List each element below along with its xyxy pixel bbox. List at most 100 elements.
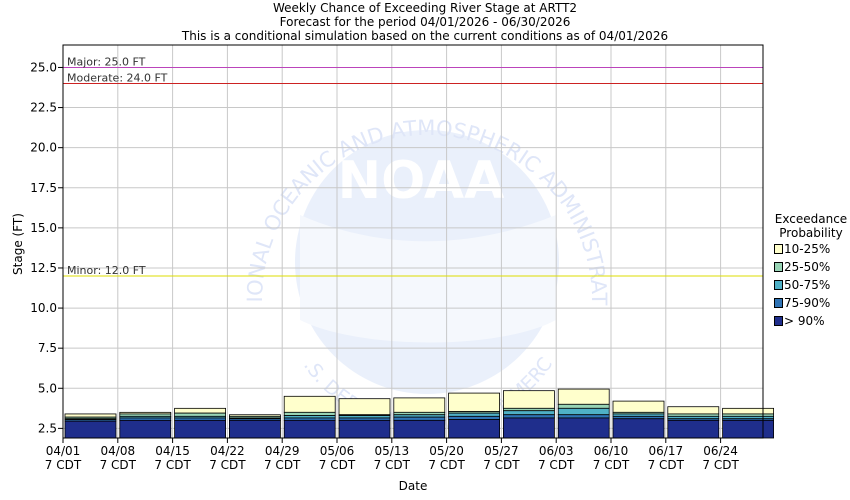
y-axis-label: Stage (FT) <box>11 213 25 275</box>
y-tick-label: 7.5 <box>38 341 57 355</box>
y-tick-label: 10.0 <box>30 301 57 315</box>
legend: Exceedance Probability 10-25% 25-50% 50-75… <box>772 212 850 330</box>
bar-segment <box>557 407 610 416</box>
x-axis-label: Date <box>399 479 428 493</box>
x-tick-label: 04/29 <box>265 444 300 458</box>
x-tick-sublabel: 7 CDT <box>264 458 301 472</box>
x-tick-label: 05/13 <box>375 444 410 458</box>
bar-segment <box>338 419 391 439</box>
y-tick-label: 5.0 <box>38 381 57 395</box>
x-tick-label: 05/27 <box>484 444 519 458</box>
bar-segment <box>448 392 501 412</box>
y-tick-label: 2.5 <box>38 421 57 435</box>
bar-segment <box>393 419 446 439</box>
legend-swatch <box>774 280 783 290</box>
bar-segment <box>393 397 446 413</box>
bar-segment <box>174 419 227 439</box>
x-tick-sublabel: 7 CDT <box>428 458 465 472</box>
legend-swatch <box>774 298 783 308</box>
bar-segment <box>119 419 172 439</box>
x-tick-label: 04/01 <box>46 444 81 458</box>
bar-segment <box>502 414 555 419</box>
y-tick-label: 25.0 <box>30 60 57 74</box>
legend-label: > 90% <box>784 314 825 328</box>
bar-segment <box>393 416 446 421</box>
x-tick-label: 06/24 <box>703 444 738 458</box>
chart-title-line-1: Weekly Chance of Exceeding River Stage a… <box>272 1 578 15</box>
x-tick-label: 04/08 <box>101 444 136 458</box>
legend-swatch <box>774 244 783 254</box>
bar-segment <box>722 407 774 415</box>
bar-segment <box>448 419 501 439</box>
bar-segment <box>174 412 227 417</box>
bar-segment <box>502 390 555 409</box>
legend-swatch <box>774 316 783 326</box>
legend-item: 75-90% <box>772 294 850 312</box>
legend-item: > 90% <box>772 312 850 330</box>
bar-segment <box>557 388 610 405</box>
bar-segment <box>722 419 774 439</box>
x-tick-sublabel: 7 CDT <box>154 458 191 472</box>
x-tick-sublabel: 7 CDT <box>209 458 246 472</box>
x-tick-sublabel: 7 CDT <box>45 458 82 472</box>
x-tick-sublabel: 7 CDT <box>702 458 739 472</box>
x-tick-sublabel: 7 CDT <box>319 458 356 472</box>
x-tick-label: 04/15 <box>155 444 190 458</box>
bar-segment <box>448 412 501 417</box>
legend-item: 50-75% <box>772 276 850 294</box>
bar-segment <box>557 414 610 419</box>
legend-swatch <box>774 262 783 272</box>
bar-segment <box>228 419 281 439</box>
x-tick-sublabel: 7 CDT <box>483 458 520 472</box>
x-tick-sublabel: 7 CDT <box>100 458 137 472</box>
bar-segment <box>557 417 610 439</box>
x-tick-sublabel: 7 CDT <box>593 458 630 472</box>
bar-segment <box>667 406 720 415</box>
threshold-label: Moderate: 24.0 FT <box>67 71 168 84</box>
bar-segment <box>557 403 610 409</box>
x-tick-label: 06/03 <box>539 444 574 458</box>
bar-segment <box>64 420 117 439</box>
legend-label: 50-75% <box>784 278 831 292</box>
y-tick-label: 22.5 <box>30 101 57 115</box>
x-tick-label: 05/06 <box>320 444 355 458</box>
noaa-logo-wave <box>300 215 556 343</box>
legend-title-line-1: Exceedance <box>774 212 848 226</box>
noaa-logo-letters: NOAA <box>338 151 505 211</box>
chart-title-line-2: Forecast for the period 04/01/2026 - 06/… <box>279 15 571 29</box>
legend-title-line-2: Probability <box>779 226 843 240</box>
x-tick-label: 06/10 <box>594 444 629 458</box>
bar-segment <box>283 411 336 416</box>
bar-segment <box>612 418 665 439</box>
x-tick-sublabel: 7 CDT <box>374 458 411 472</box>
y-tick-label: 17.5 <box>30 181 57 195</box>
legend-label: 10-25% <box>784 242 831 256</box>
bar-segment <box>64 413 117 418</box>
threshold-label: Minor: 12.0 FT <box>67 264 146 277</box>
bar-segment <box>612 400 665 413</box>
bar-segment <box>283 395 336 413</box>
legend-item: 10-25% <box>772 240 850 258</box>
x-tick-label: 06/17 <box>649 444 684 458</box>
bar-segment <box>502 410 555 416</box>
x-tick-sublabel: 7 CDT <box>648 458 685 472</box>
legend-label: 75-90% <box>784 296 831 310</box>
bar-segment <box>338 398 391 416</box>
chart-title-line-3: This is a conditional simulation based o… <box>181 29 669 43</box>
y-tick-label: 12.5 <box>30 261 57 275</box>
x-tick-label: 05/20 <box>429 444 464 458</box>
y-tick-label: 20.0 <box>30 141 57 155</box>
bar-segment <box>667 419 720 439</box>
bar-segment <box>448 415 501 420</box>
legend-item: 25-50% <box>772 258 850 276</box>
x-tick-label: 04/22 <box>210 444 245 458</box>
bar-segment <box>283 419 336 439</box>
legend-label: 25-50% <box>784 260 831 274</box>
threshold-label: Major: 25.0 FT <box>67 55 146 68</box>
x-tick-sublabel: 7 CDT <box>538 458 575 472</box>
y-tick-label: 15.0 <box>30 221 57 235</box>
bar-segment <box>174 407 227 414</box>
plot-frame <box>62 44 764 439</box>
bar-segment <box>502 417 555 439</box>
